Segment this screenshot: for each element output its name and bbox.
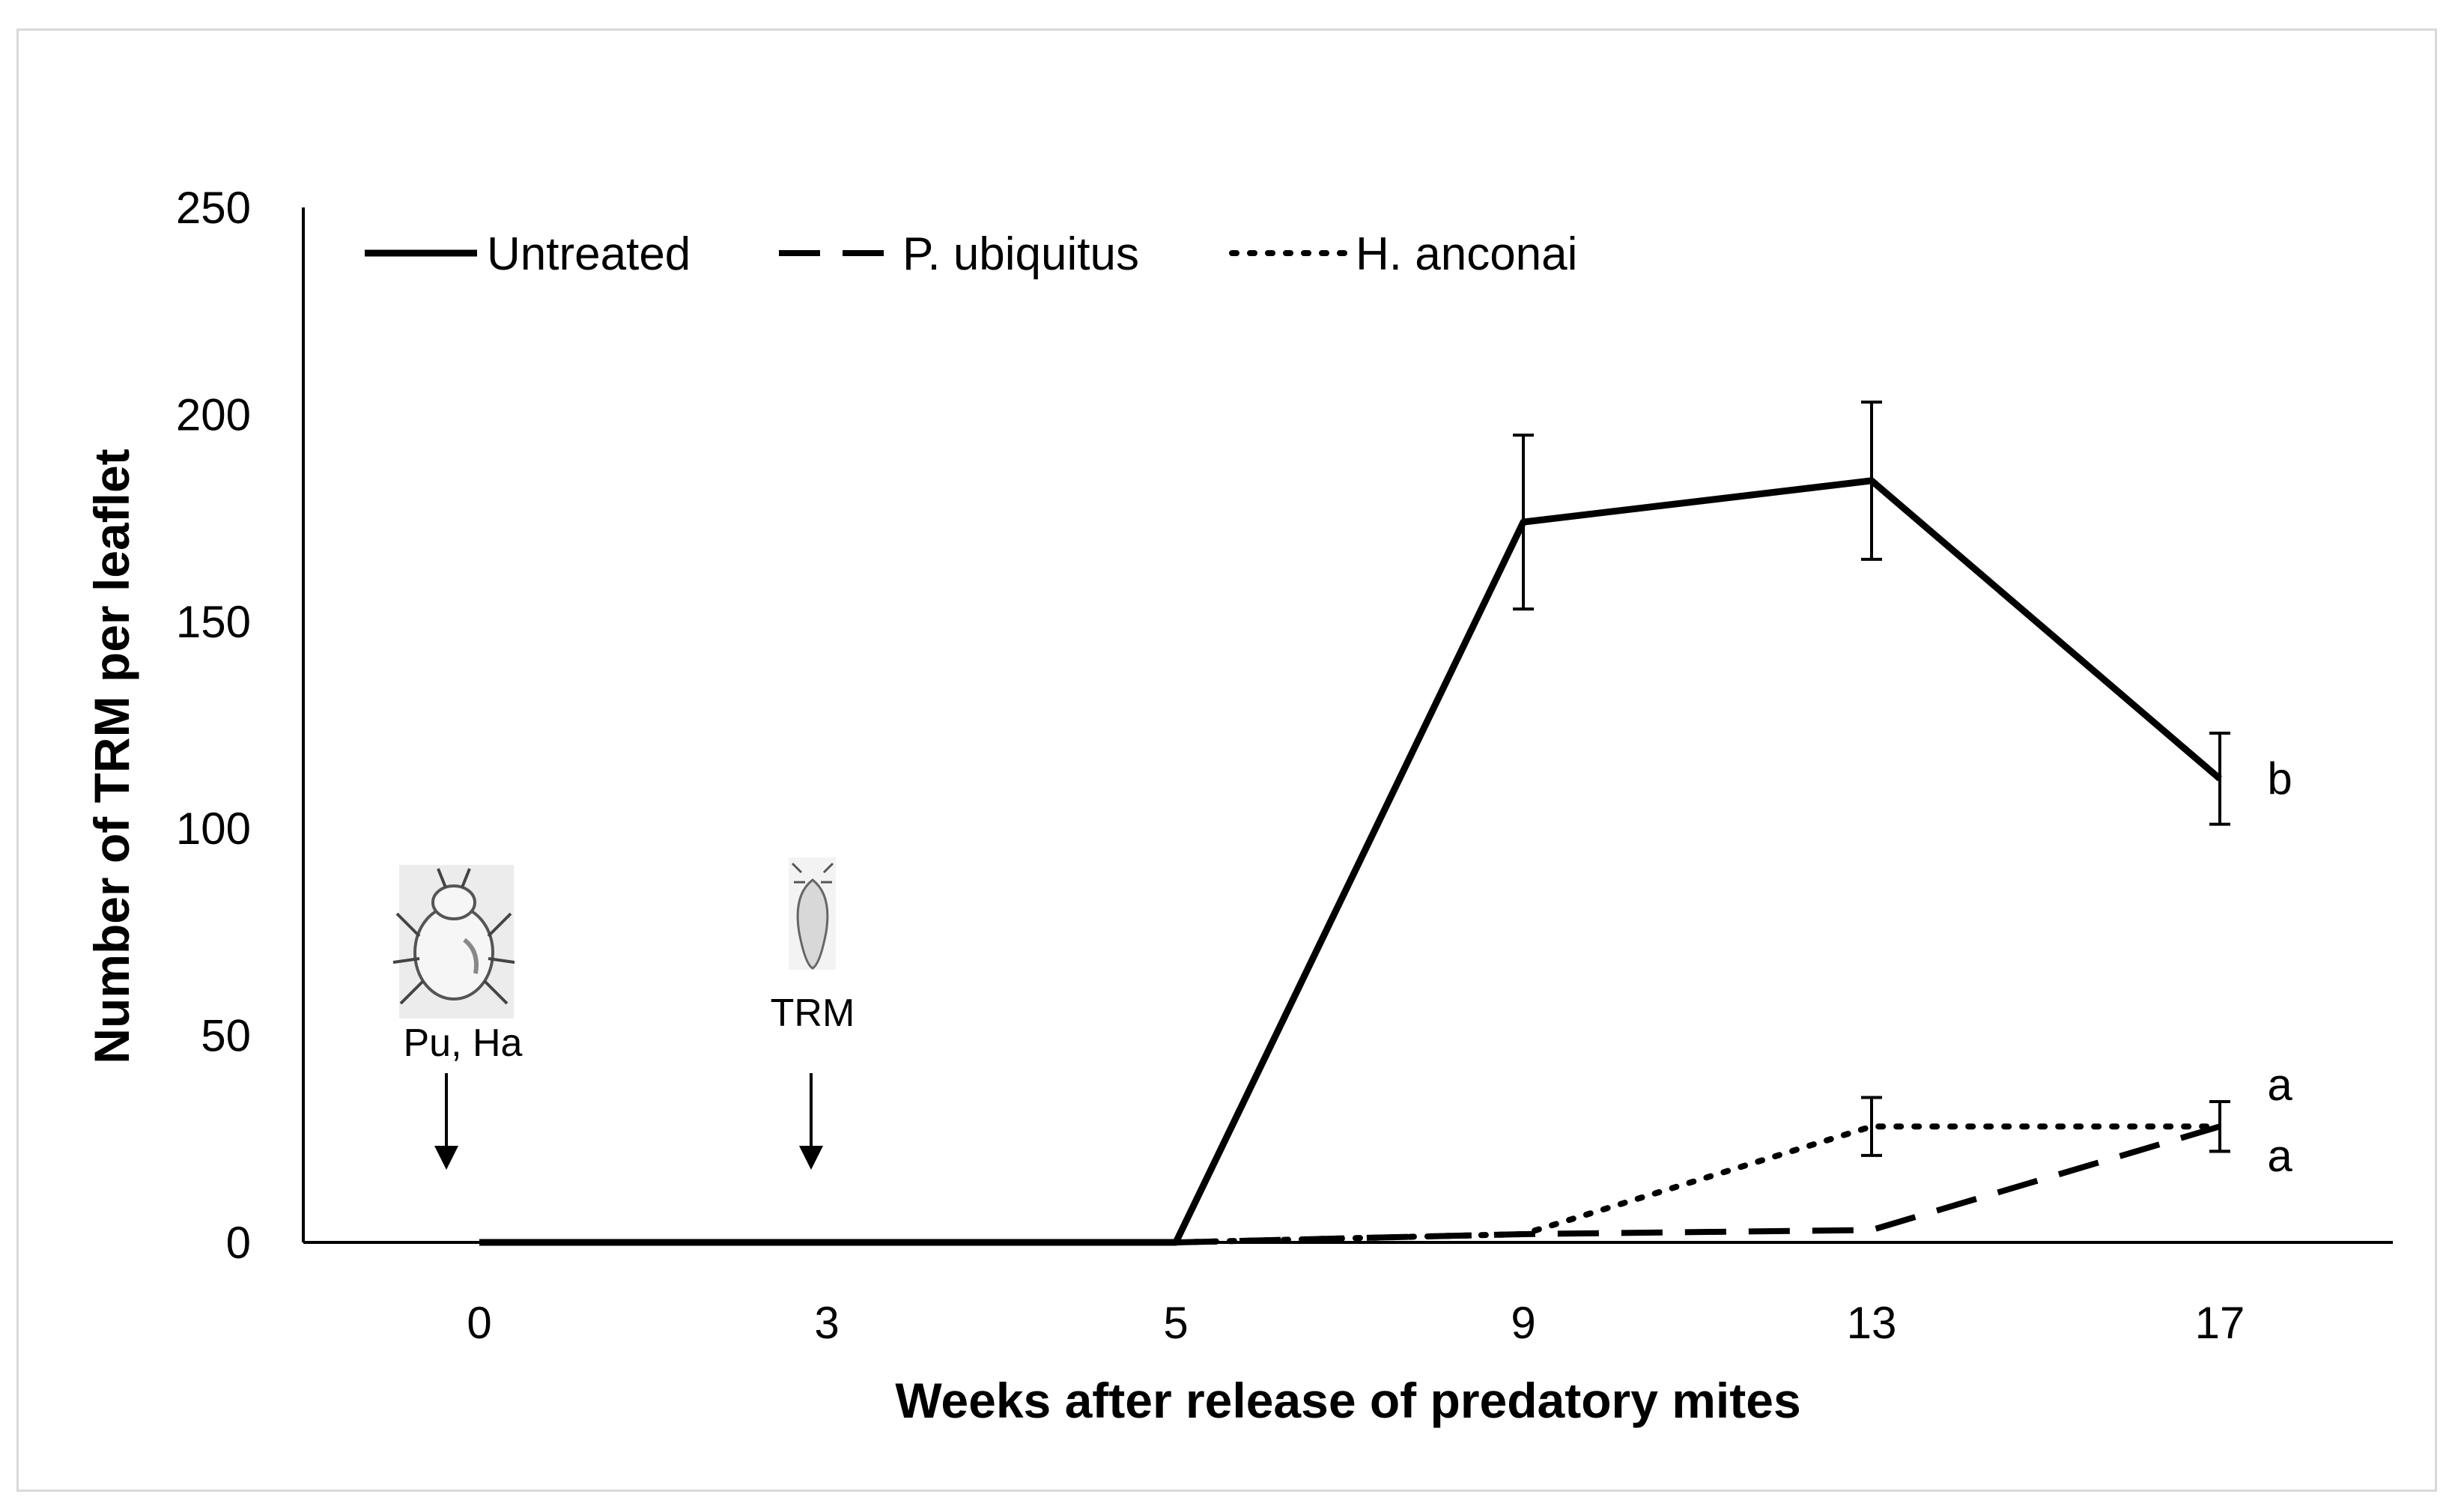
annotation: TRM xyxy=(771,857,855,1170)
significance-letter: a xyxy=(2267,1060,2292,1110)
y-tick-label: 0 xyxy=(226,1218,251,1268)
series-layer xyxy=(479,477,2223,1246)
annotations: Pu, Ha TRM xyxy=(392,857,855,1170)
significance-letters: b aa xyxy=(2267,753,2292,1181)
error-bar xyxy=(2209,732,2230,826)
predatory-mite-icon xyxy=(392,865,515,1018)
mite-body xyxy=(796,878,829,970)
series-line-p-ubiquitus xyxy=(1175,1123,2221,1245)
y-tick-label: 50 xyxy=(201,1011,251,1061)
x-tick-label: 3 xyxy=(814,1298,839,1348)
legend-label: H. anconai xyxy=(1356,228,1577,280)
mite-legs xyxy=(791,862,834,884)
y-tick-label: 250 xyxy=(176,183,251,233)
error-bar xyxy=(1861,400,1882,561)
arrow-head xyxy=(434,1146,458,1170)
legend-item: P. ubiquitus xyxy=(779,228,1139,280)
x-tick-label: 17 xyxy=(2195,1298,2245,1348)
legend-item: Untreated xyxy=(365,228,691,280)
chart-frame xyxy=(16,28,2437,1492)
mite-shading xyxy=(463,938,479,974)
arrow-head xyxy=(799,1146,823,1170)
series-line-untreated xyxy=(479,477,2222,1246)
y-ticks: 0 50 100 150 200 250 xyxy=(176,183,251,1268)
annotation-label: TRM xyxy=(771,992,855,1035)
y-tick-label: 100 xyxy=(176,804,251,854)
error-bar xyxy=(2209,1100,2230,1153)
x-ticks: 0 3 5 9 13 17 xyxy=(467,1298,2245,1348)
mite-legs xyxy=(392,868,515,1005)
series-line-h-anconai xyxy=(1173,1123,2223,1245)
annotation: Pu, Ha xyxy=(392,865,523,1170)
significance-letter: b xyxy=(2267,753,2292,804)
legend-label: P. ubiquitus xyxy=(902,228,1139,280)
x-tick-label: 5 xyxy=(1163,1298,1188,1348)
legend: Untreated P. ubiquitus H. anconai xyxy=(365,228,1577,280)
y-axis-title: Number of TRM per leaflet xyxy=(84,449,139,1063)
y-tick-label: 200 xyxy=(176,389,251,440)
legend-item: H. anconai xyxy=(1229,228,1577,280)
x-axis-title: Weeks after release of predatory mites xyxy=(895,1373,1800,1428)
x-tick-label: 9 xyxy=(1511,1298,1535,1348)
error-bar xyxy=(1513,434,1534,611)
y-tick-label: 150 xyxy=(176,597,251,647)
annotation-label: Pu, Ha xyxy=(404,1021,523,1065)
mite-head xyxy=(431,884,476,920)
x-tick-label: 0 xyxy=(467,1298,491,1348)
error-bar xyxy=(1861,1096,1882,1157)
legend-label: Untreated xyxy=(487,228,691,280)
significance-letter: a xyxy=(2267,1131,2292,1181)
rust-mite-icon xyxy=(789,857,836,970)
x-tick-label: 13 xyxy=(1847,1298,1897,1348)
axes xyxy=(302,207,2393,1244)
error-bars xyxy=(1513,400,2230,1157)
